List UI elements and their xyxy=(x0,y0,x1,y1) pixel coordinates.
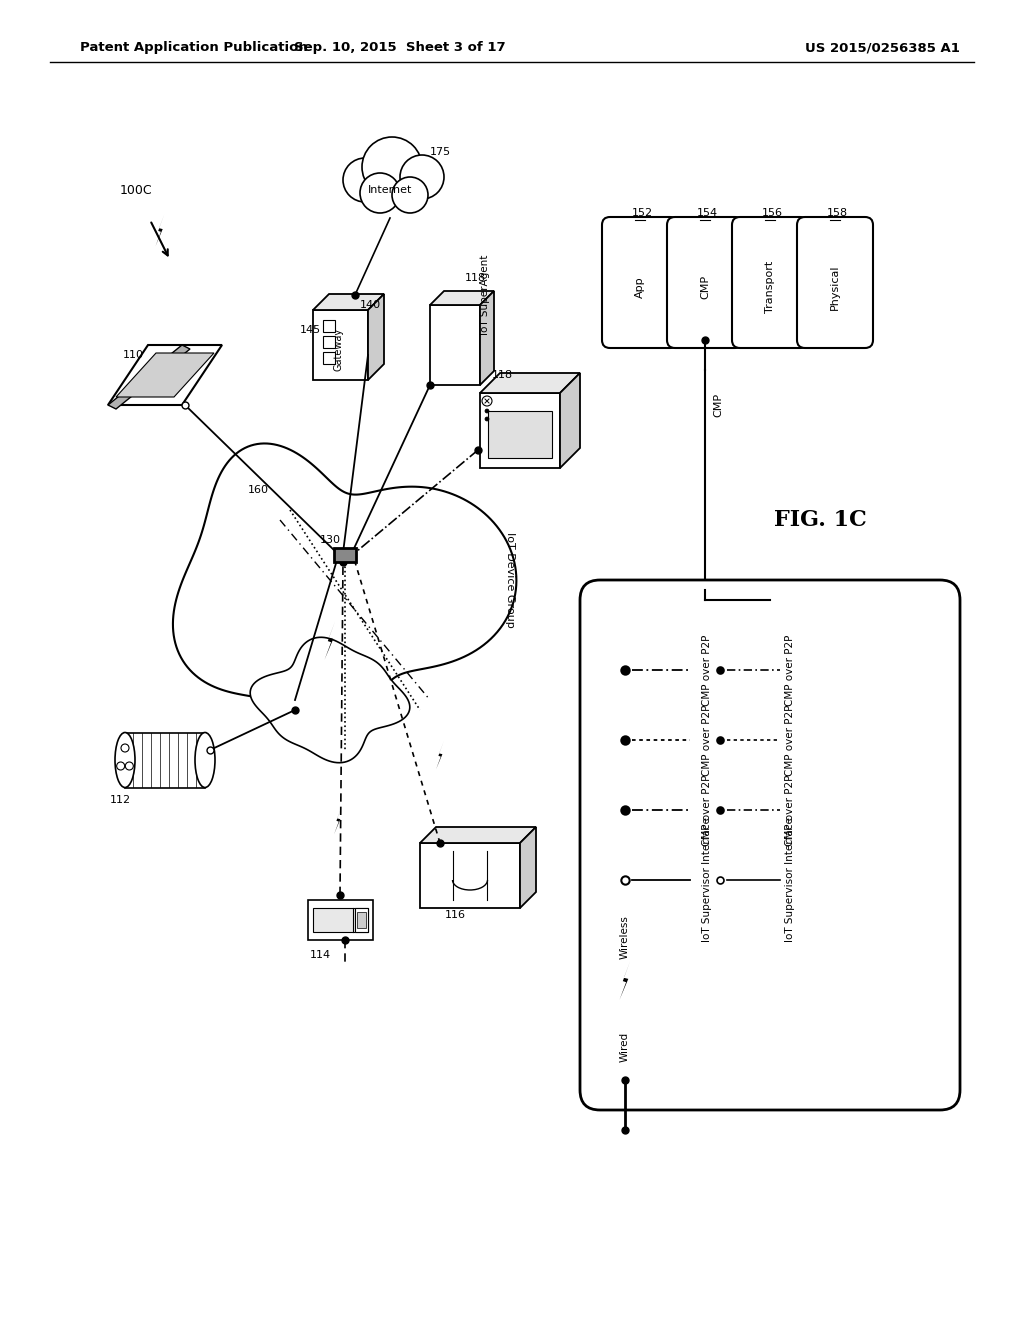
Bar xyxy=(488,411,552,458)
FancyBboxPatch shape xyxy=(667,216,743,348)
Bar xyxy=(308,900,373,940)
Text: 114: 114 xyxy=(310,950,331,960)
Text: IoT Supervisor Interface: IoT Supervisor Interface xyxy=(702,817,712,942)
Text: Patent Application Publication: Patent Application Publication xyxy=(80,41,308,54)
Circle shape xyxy=(485,417,489,421)
Text: 116: 116 xyxy=(445,909,466,920)
Bar xyxy=(323,319,335,333)
Circle shape xyxy=(117,762,125,770)
Polygon shape xyxy=(480,290,494,385)
Text: FIG. 1C: FIG. 1C xyxy=(773,510,866,531)
Polygon shape xyxy=(173,444,516,738)
Circle shape xyxy=(485,409,489,413)
Circle shape xyxy=(121,744,129,752)
Bar xyxy=(125,733,205,788)
Circle shape xyxy=(125,762,133,770)
Text: Wired: Wired xyxy=(620,1032,630,1063)
Text: 175: 175 xyxy=(430,147,452,157)
Text: Wireless: Wireless xyxy=(620,915,630,958)
Polygon shape xyxy=(368,294,384,380)
Text: CMP over P2P: CMP over P2P xyxy=(702,635,712,706)
Text: CMP over P2P: CMP over P2P xyxy=(702,775,712,846)
Ellipse shape xyxy=(195,733,215,788)
Polygon shape xyxy=(313,294,384,310)
Text: 112: 112 xyxy=(110,795,131,805)
Ellipse shape xyxy=(115,733,135,788)
FancyBboxPatch shape xyxy=(602,216,678,348)
Bar xyxy=(313,908,368,932)
Polygon shape xyxy=(436,741,444,770)
Text: Transport: Transport xyxy=(765,261,775,313)
Bar xyxy=(355,908,368,932)
Text: 158: 158 xyxy=(827,209,848,218)
Bar xyxy=(357,912,366,928)
Text: CMP: CMP xyxy=(700,275,710,300)
Bar xyxy=(334,548,356,562)
Text: 118: 118 xyxy=(465,273,486,282)
Bar xyxy=(480,393,560,469)
Polygon shape xyxy=(430,290,494,305)
Polygon shape xyxy=(560,374,580,469)
Text: Internet: Internet xyxy=(368,185,413,195)
Text: US 2015/0256385 A1: US 2015/0256385 A1 xyxy=(805,41,961,54)
Polygon shape xyxy=(520,828,536,908)
Text: CMP: CMP xyxy=(713,393,723,417)
Text: Sep. 10, 2015  Sheet 3 of 17: Sep. 10, 2015 Sheet 3 of 17 xyxy=(294,41,506,54)
Text: 160: 160 xyxy=(248,484,269,495)
Text: 156: 156 xyxy=(762,209,783,218)
Text: 130: 130 xyxy=(319,535,341,545)
Polygon shape xyxy=(480,374,580,393)
Polygon shape xyxy=(325,620,336,660)
Bar xyxy=(420,843,520,908)
Bar xyxy=(323,352,335,364)
Polygon shape xyxy=(420,828,536,843)
Text: CMP over P2P: CMP over P2P xyxy=(785,635,795,706)
Text: IoT SuperAgent: IoT SuperAgent xyxy=(480,255,490,335)
Text: Physical: Physical xyxy=(830,264,840,310)
Polygon shape xyxy=(250,638,410,763)
Text: IoT Device Group: IoT Device Group xyxy=(505,532,515,628)
Bar xyxy=(323,337,335,348)
Polygon shape xyxy=(108,345,190,409)
FancyBboxPatch shape xyxy=(580,579,961,1110)
Text: 154: 154 xyxy=(697,209,718,218)
Polygon shape xyxy=(620,960,631,999)
Text: 100C: 100C xyxy=(120,183,153,197)
Text: 118: 118 xyxy=(492,370,513,380)
FancyBboxPatch shape xyxy=(797,216,873,348)
Circle shape xyxy=(482,396,492,407)
Text: IoT Supervisor Interface: IoT Supervisor Interface xyxy=(785,817,795,942)
Text: CMP over P2P: CMP over P2P xyxy=(702,705,712,776)
Bar xyxy=(313,310,368,380)
Text: 145: 145 xyxy=(300,325,322,335)
Polygon shape xyxy=(334,805,342,834)
Text: 152: 152 xyxy=(632,209,653,218)
Polygon shape xyxy=(116,352,214,397)
Text: 140: 140 xyxy=(360,300,381,310)
Text: App: App xyxy=(635,276,645,298)
Polygon shape xyxy=(156,214,165,247)
Polygon shape xyxy=(108,345,222,405)
Text: Gateway: Gateway xyxy=(333,327,343,371)
Bar xyxy=(430,305,480,385)
Text: CMP over P2P: CMP over P2P xyxy=(785,775,795,846)
Text: CMP over P2P: CMP over P2P xyxy=(785,705,795,776)
FancyBboxPatch shape xyxy=(732,216,808,348)
Text: 110: 110 xyxy=(123,350,144,360)
